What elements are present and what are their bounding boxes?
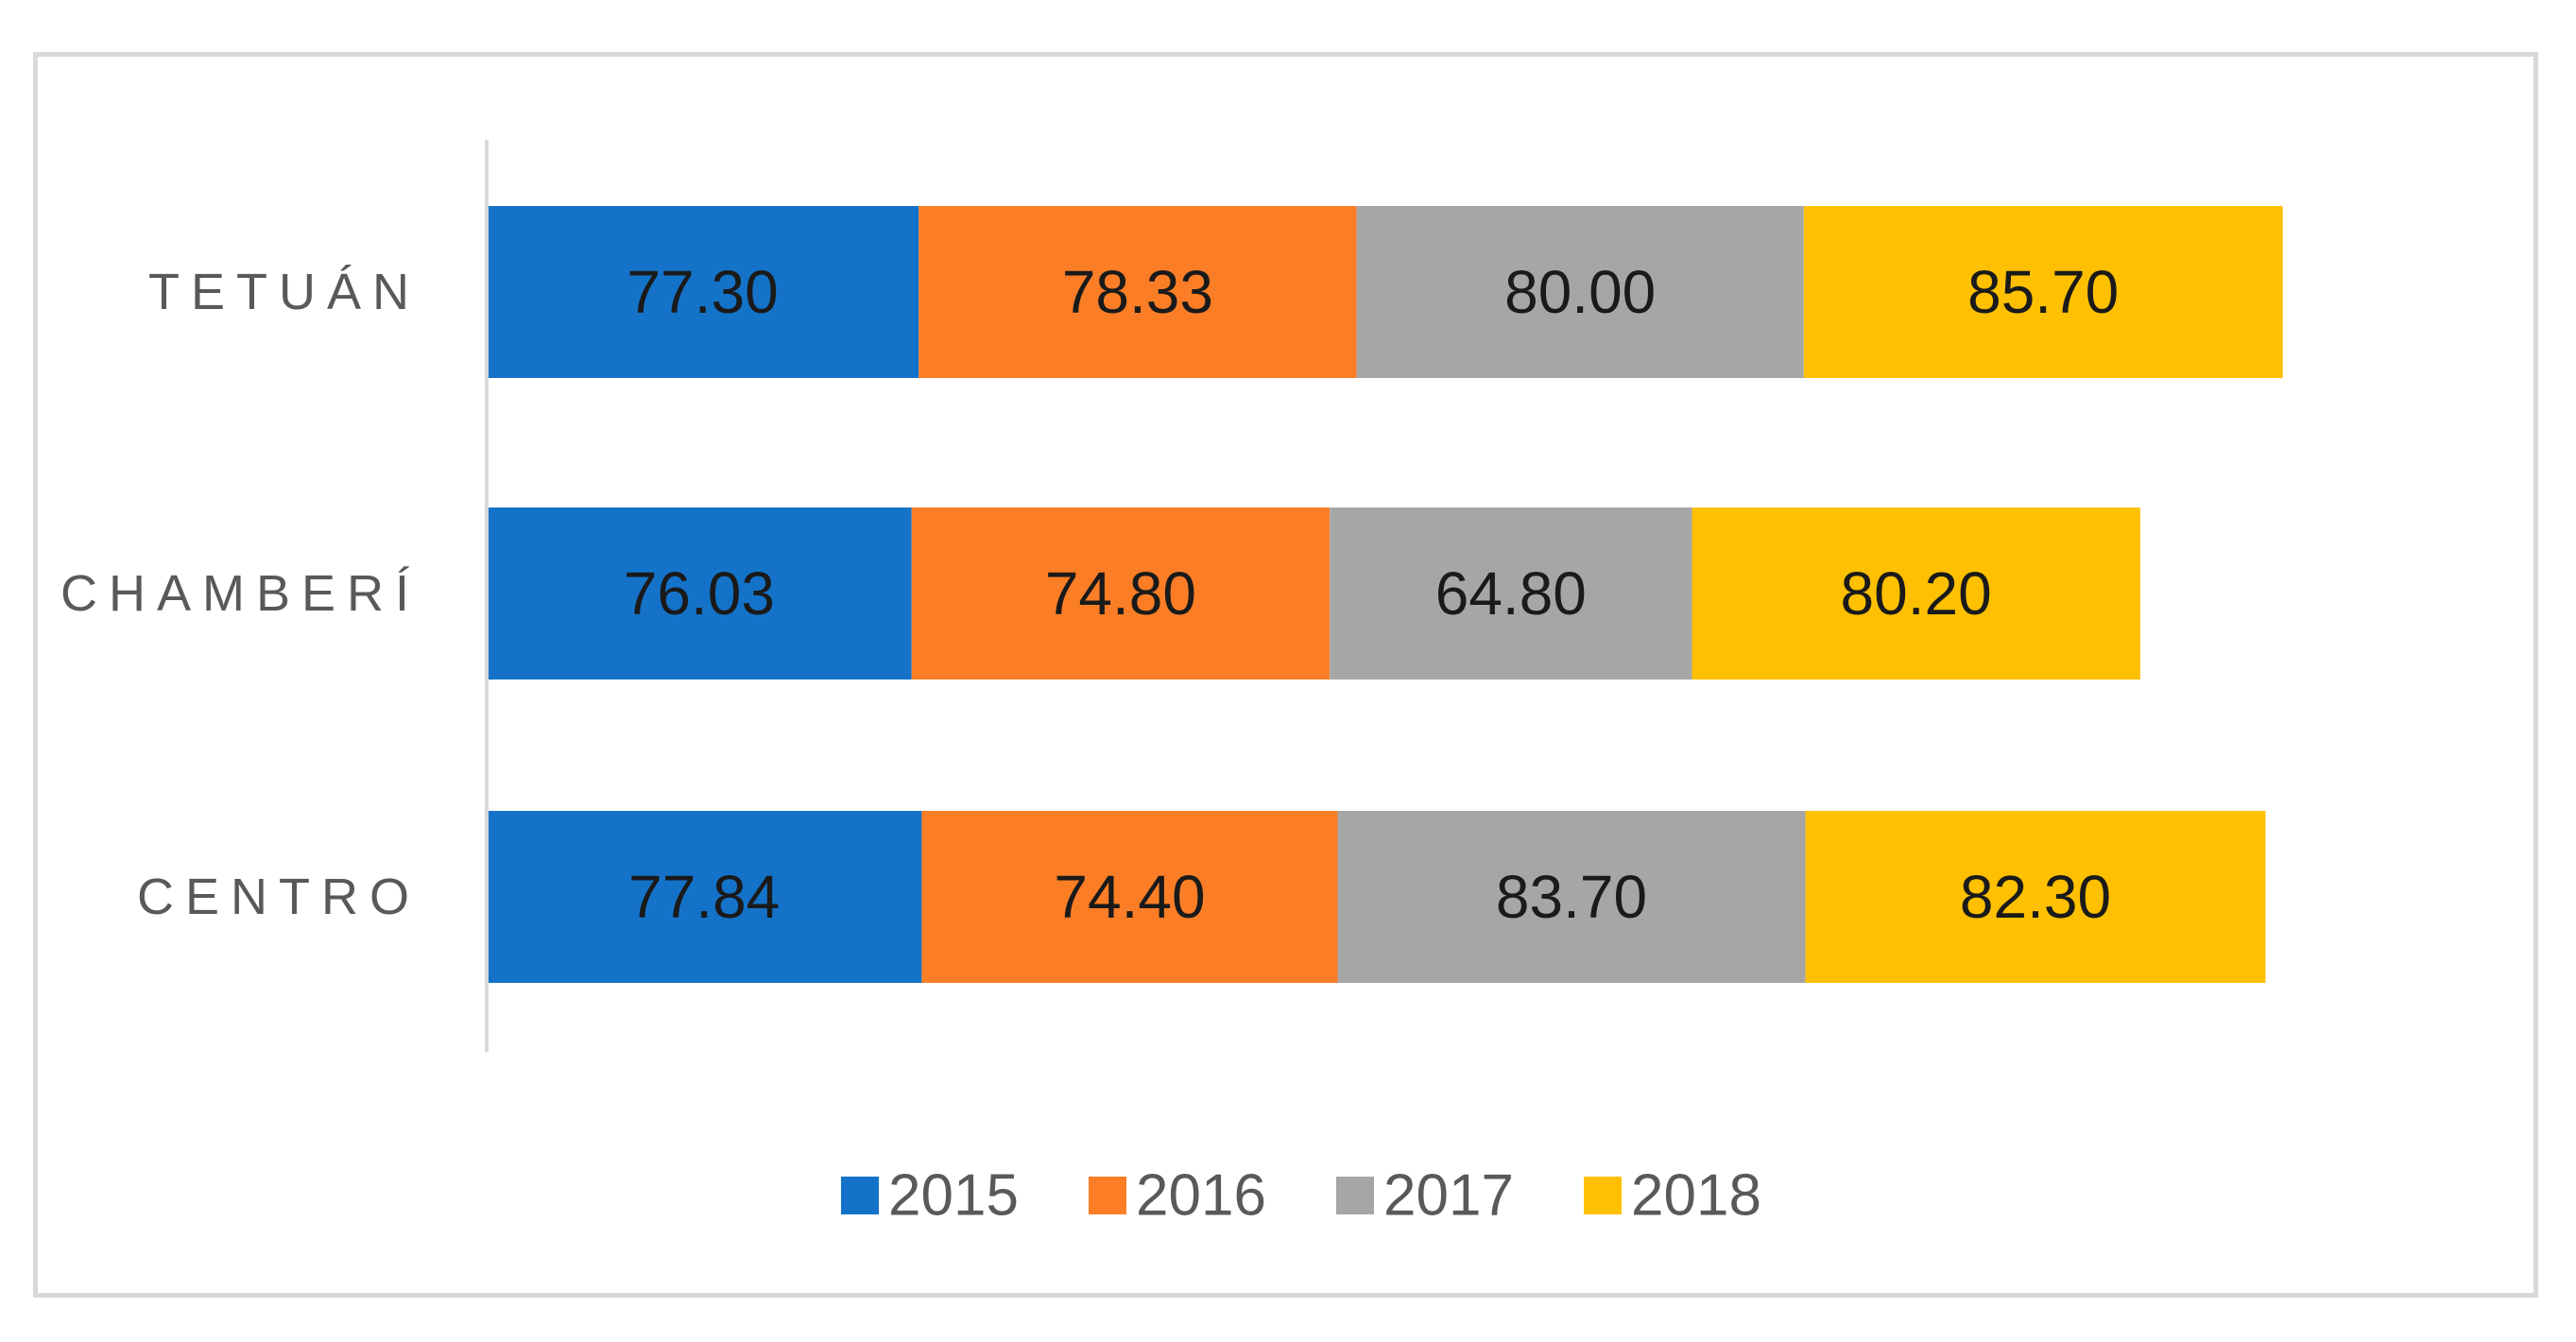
bar-tetuán-2017 [1356, 206, 1804, 378]
bars-layer: 77.30 78.33 80.00 85.70 76.03 74.80 64.80 80.20… [487, 206, 2283, 983]
bar-chamberí-2016 [911, 508, 1331, 680]
legend-swatch-2018 [1584, 1177, 1622, 1214]
bar-tetuán-2015 [487, 206, 919, 378]
category-label: CENTRO [137, 869, 421, 925]
data-label: 85.70 [1967, 258, 2119, 326]
data-label: 74.80 [1045, 559, 1196, 628]
legend-swatch-2016 [1089, 1177, 1126, 1214]
data-label: 83.70 [1496, 863, 1647, 931]
bar-centro-2017 [1337, 811, 1806, 983]
bar-centro-2016 [921, 811, 1338, 983]
data-label: 78.33 [1062, 258, 1213, 326]
legend-label: 2018 [1631, 1163, 1761, 1229]
legend-swatch-2017 [1336, 1177, 1374, 1214]
data-label: 82.30 [1960, 863, 2111, 931]
legend-label: 2017 [1383, 1163, 1514, 1229]
bar-centro-2015 [487, 811, 922, 983]
bar-chamberí-2017 [1330, 508, 1692, 680]
bar-centro-2018 [1805, 811, 2266, 983]
chart-frame: 77.30 78.33 80.00 85.70 76.03 74.80 64.80 80.20… [33, 52, 2538, 1298]
category-label: CHAMBERÍ [60, 565, 421, 622]
category-label: TETUÁN [148, 264, 421, 320]
data-label: 76.03 [624, 559, 775, 628]
bar-chamberí-2015 [487, 508, 912, 680]
bar-tetuán-2018 [1803, 206, 2283, 378]
legend: 2015 2016 2017 2018 [841, 1163, 1761, 1229]
legend-label: 2016 [1136, 1163, 1266, 1229]
data-label: 64.80 [1435, 559, 1587, 628]
data-label: 80.20 [1841, 559, 1992, 628]
legend-swatch-2015 [841, 1177, 879, 1214]
category-labels: TETUÁN CHAMBERÍ CENTRO [60, 264, 421, 925]
data-label: 80.00 [1504, 258, 1656, 326]
data-label: 77.30 [627, 258, 779, 326]
bar-tetuán-2016 [919, 206, 1357, 378]
data-label: 74.40 [1054, 863, 1205, 931]
bar-chamberí-2018 [1692, 508, 2140, 680]
legend-label: 2015 [888, 1163, 1019, 1229]
data-label: 77.84 [628, 863, 780, 931]
stacked-bar-chart: 77.30 78.33 80.00 85.70 76.03 74.80 64.80 80.20… [60, 140, 2283, 1229]
